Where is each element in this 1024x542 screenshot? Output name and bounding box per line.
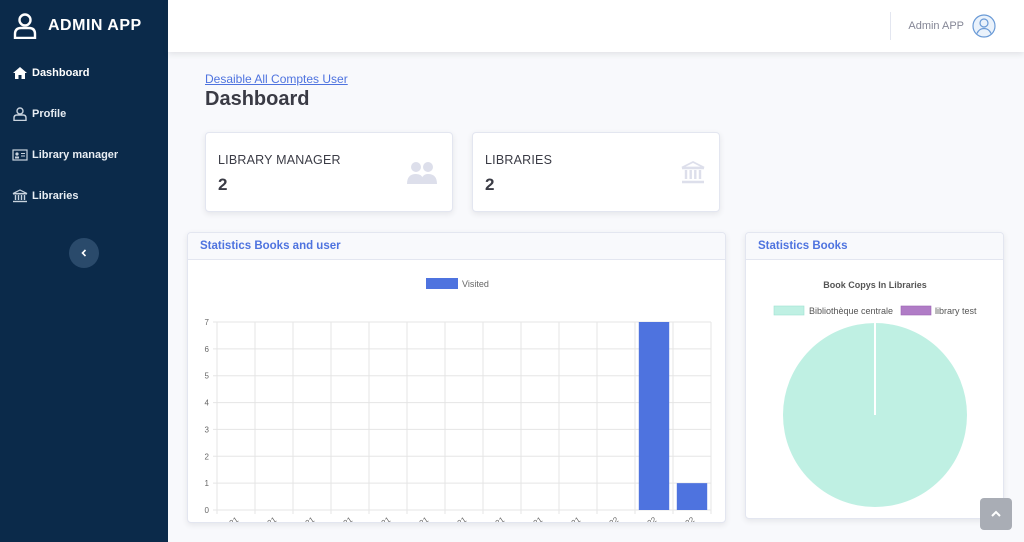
bar-chart-x-ticks: Mar-2021 Apr-2021May-2021 Jun-2021 Jul-2021… xyxy=(207,515,697,522)
bank-icon xyxy=(681,161,705,184)
bar[interactable] xyxy=(676,483,708,510)
bar-chart-bars xyxy=(638,322,708,510)
id-card-icon xyxy=(12,148,28,161)
x-tick-label: Nov-2021 xyxy=(511,515,545,522)
x-tick-label: Jan-2022 xyxy=(588,515,621,522)
user-name: Admin APP xyxy=(908,20,964,32)
y-tick-label: 0 xyxy=(205,506,210,515)
y-tick-label: 5 xyxy=(205,372,210,381)
sidebar-item-label: Library manager xyxy=(32,148,119,161)
user-menu[interactable]: Admin APP xyxy=(908,14,996,38)
y-tick-label: 1 xyxy=(205,479,210,488)
legend-swatch xyxy=(773,305,805,316)
users-icon xyxy=(407,162,437,184)
sidebar-item-dashboard[interactable]: Dashboard xyxy=(0,52,168,93)
bank-icon xyxy=(12,188,28,202)
panel-title: Statistics Books and user xyxy=(188,233,725,260)
legend-swatch xyxy=(900,305,932,316)
stat-label: LIBRARY MANAGER xyxy=(218,153,341,167)
x-tick-label: Apr-2021 xyxy=(246,515,279,522)
stat-label: LIBRARIES xyxy=(485,153,553,167)
y-tick-label: 7 xyxy=(205,318,210,327)
y-tick-label: 2 xyxy=(205,452,210,461)
sidebar-toggle-button[interactable] xyxy=(69,238,99,268)
panel-title: Statistics Books xyxy=(746,233,1003,260)
x-tick-label: Mar-2021 xyxy=(207,515,241,522)
stat-card-library-manager: LIBRARY MANAGER 2 xyxy=(205,132,453,212)
x-tick-label: Mar-2022 xyxy=(663,515,697,522)
stat-value: 2 xyxy=(218,175,228,194)
scroll-to-top-button[interactable] xyxy=(980,498,1012,530)
pie-slices xyxy=(783,323,967,507)
y-tick-label: 4 xyxy=(205,399,210,408)
x-tick-label: Dec-2021 xyxy=(549,515,583,522)
x-tick-label: May-2021 xyxy=(282,515,317,522)
legend-swatch xyxy=(426,278,458,289)
legend-label: Bibliothèque centrale xyxy=(809,306,893,316)
sidebar-item-libraries[interactable]: Libraries xyxy=(0,175,168,216)
home-icon xyxy=(13,66,27,79)
topbar: Admin APP xyxy=(168,0,1024,52)
pie-chart-title: Book Copys In Libraries xyxy=(823,280,927,290)
bar-chart-legend[interactable]: Visited xyxy=(426,278,489,289)
page-title: Dashboard xyxy=(205,88,310,110)
pie-chart: Book Copys In Libraries Bibliothèque cen… xyxy=(773,280,977,507)
x-tick-label: Feb-2022 xyxy=(625,515,659,522)
sidebar: ADMIN APP Dashboard Profile Library mana… xyxy=(0,0,168,542)
bar-chart-y-ticks: 0 1 2 3 4 5 6 7 xyxy=(205,318,210,515)
legend-label: library test xyxy=(935,306,977,316)
y-tick-label: 6 xyxy=(205,345,210,354)
user-circle-icon xyxy=(972,14,996,38)
sidebar-item-label: Profile xyxy=(32,107,67,120)
topbar-divider xyxy=(890,12,891,40)
stat-value: 2 xyxy=(485,175,495,194)
pie-legend-item-1[interactable]: library test xyxy=(900,305,977,316)
bar[interactable] xyxy=(638,322,670,510)
x-tick-label: Jul-2021 xyxy=(362,515,393,522)
sidebar-item-library-manager[interactable]: Library manager xyxy=(0,134,168,175)
brand[interactable]: ADMIN APP xyxy=(0,0,168,52)
stat-card-libraries: LIBRARIES 2 xyxy=(472,132,720,212)
sidebar-item-label: Libraries xyxy=(32,189,79,202)
user-icon xyxy=(13,106,27,121)
chevron-up-icon xyxy=(991,510,1001,517)
x-tick-label: Aug-2021 xyxy=(397,515,431,522)
sidebar-item-profile[interactable]: Profile xyxy=(0,93,168,134)
chevron-left-icon xyxy=(81,249,87,257)
panel-books-and-users: Statistics Books and user Visited 0 1 2 3 4 5… xyxy=(187,232,726,523)
disable-all-accounts-link[interactable]: Desaible All Comptes User xyxy=(205,72,348,86)
y-tick-label: 3 xyxy=(205,425,210,434)
x-tick-label: Oct-2021 xyxy=(474,515,507,522)
brand-title: ADMIN APP xyxy=(48,17,142,34)
x-tick-label: Sep-2021 xyxy=(435,515,469,522)
sidebar-item-label: Dashboard xyxy=(32,66,90,79)
bar-chart: Visited 0 1 2 3 4 5 6 7 Mar-2021 Apr-2021May-202… xyxy=(205,278,712,522)
pie-legend-item-0[interactable]: Bibliothèque centrale xyxy=(773,305,893,316)
x-tick-label: Jun-2021 xyxy=(322,515,355,522)
user-icon xyxy=(13,13,37,39)
panel-books: Statistics Books Book Copys In Libraries… xyxy=(745,232,1004,519)
bar-chart-grid xyxy=(213,321,712,514)
legend-label: Visited xyxy=(462,279,489,289)
